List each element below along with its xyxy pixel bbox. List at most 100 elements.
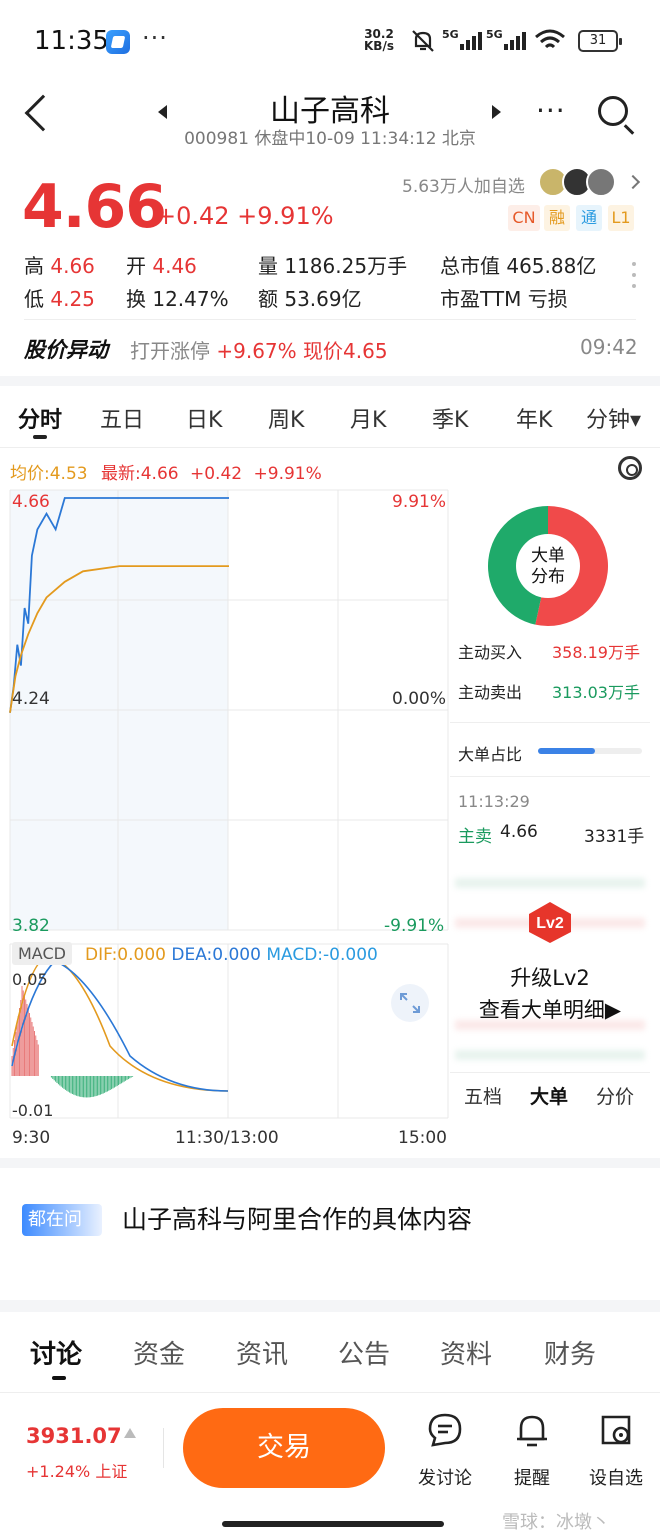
y-tick-right-mid: 0.00% (392, 689, 447, 709)
prev-stock-icon[interactable] (158, 105, 167, 119)
legend-pct: +9.91% (253, 464, 322, 484)
signal-1-icon: 5G (442, 28, 482, 50)
chat-icon (428, 1413, 462, 1447)
tab-big-order[interactable]: 大单 (529, 1086, 568, 1108)
abnormal-title: 股价异动 (24, 338, 108, 362)
stat-label: 开 (126, 254, 146, 278)
bell-icon (517, 1415, 547, 1447)
x-tick-close: 15:00 (398, 1128, 447, 1148)
macd-label[interactable]: MACD (12, 942, 72, 965)
tab-quarterly[interactable]: 季K (432, 408, 469, 433)
expand-icon[interactable] (390, 983, 430, 1023)
search-icon[interactable] (598, 96, 628, 126)
chart-grid (9, 489, 449, 1119)
buy-label: 主动买入 (458, 643, 523, 662)
intraday-chart[interactable] (0, 486, 660, 1151)
index-up-icon (124, 1428, 136, 1438)
stat-low: 低 4.25 (24, 283, 95, 312)
upgrade-line-1: 升级Lv2 (510, 966, 590, 990)
stat-pe: 市盈TTM 亏损 (440, 283, 568, 312)
tab-5day[interactable]: 五日 (100, 408, 145, 433)
stock-header: 山子高科 000981 休盘中10-09 11:34:12 北京 ··· (0, 82, 660, 152)
trade-button[interactable]: 交易 (183, 1408, 385, 1488)
tab-news[interactable]: 资讯 (236, 1340, 289, 1370)
index-change: +1.24% 上证 (26, 1462, 128, 1481)
y-tick-right-top: 9.91% (392, 492, 447, 512)
watchlist-settings-button[interactable]: 设自选 (581, 1412, 651, 1490)
app-notification-icon (106, 30, 130, 54)
more-stats-icon[interactable] (632, 262, 636, 295)
next-stock-icon[interactable] (492, 105, 501, 119)
upgrade-line-2: 查看大单明细▶ (478, 998, 622, 1022)
divider (0, 447, 660, 448)
mute-bell-icon (412, 30, 434, 52)
y-tick-right-bottom: -9.91% (384, 916, 445, 936)
post-discussion-button[interactable]: 发讨论 (410, 1412, 480, 1490)
tab-five-levels[interactable]: 五档 (463, 1086, 502, 1108)
tab-financials[interactable]: 财务 (544, 1340, 597, 1370)
more-menu-icon[interactable]: ··· (536, 94, 566, 127)
tab-yearly[interactable]: 年K (516, 408, 553, 433)
stat-label: 额 (258, 287, 278, 311)
signal-2-type: 5G (486, 28, 503, 41)
question-text[interactable]: 山子高科与阿里合作的具体内容 (122, 1205, 473, 1234)
tab-minute[interactable]: 分钟▾ (586, 408, 642, 433)
macd-dif: DIF:0.000 (85, 945, 166, 965)
stat-market-cap: 总市值 465.88亿 (440, 250, 596, 279)
divider (24, 319, 636, 320)
signal-2-icon: 5G (486, 28, 526, 50)
battery-icon: 31 (578, 30, 622, 52)
tab-announcements[interactable]: 公告 (338, 1340, 391, 1370)
tag-margin: 融 (544, 205, 570, 231)
tab-daily[interactable]: 日K (186, 408, 223, 433)
tab-monthly[interactable]: 月K (350, 408, 387, 433)
lv2-badge-icon: Lv2 (529, 902, 571, 943)
index-value[interactable]: 3931.07 (26, 1424, 122, 1448)
trade-price: 4.66 (500, 822, 538, 842)
follower-avatars[interactable] (538, 167, 618, 197)
chart-settings-icon[interactable] (618, 456, 642, 480)
stock-code-status: 000981 休盘中10-09 11:34:12 北京 (184, 129, 476, 149)
alert-button[interactable]: 提醒 (497, 1412, 567, 1490)
tab-intraday[interactable]: 分时 (18, 408, 63, 433)
pie-center-label: 大单 分布 (520, 546, 576, 588)
tag-l1: L1 (608, 205, 634, 231)
tab-funds[interactable]: 资金 (133, 1340, 186, 1370)
series-line-1 (9, 565, 229, 713)
y-tick-left-mid: 4.24 (12, 689, 50, 709)
legend-latest: 最新:4.66 (101, 464, 179, 484)
section-gap (0, 1158, 660, 1168)
tab-discussion[interactable]: 讨论 (30, 1340, 83, 1370)
abnormal-mid: 现价 (303, 339, 344, 363)
abnormal-price: 4.65 (343, 339, 388, 363)
stat-amount: 额 53.69亿 (258, 283, 362, 312)
legend-change: +0.42 (190, 464, 243, 484)
upgrade-lv2[interactable]: 升级Lv2 查看大单明细▶ (450, 962, 650, 1026)
macd-tick-top: 0.05 (12, 970, 48, 989)
trade-side: 主卖 (458, 827, 492, 847)
macd-legend: DIF:0.000 DEA:0.000 MACD:-0.000 (85, 945, 378, 965)
abnormal-text[interactable]: 打开涨停 +9.67% 现价4.65 (130, 335, 388, 364)
tab-weekly[interactable]: 周K (268, 408, 305, 433)
tab-indicator (52, 1376, 66, 1380)
y-tick-left-bottom: 3.82 (12, 916, 50, 936)
macd-tick-bottom: -0.01 (12, 1101, 54, 1120)
stat-label: 高 (24, 254, 44, 278)
home-indicator[interactable] (222, 1521, 444, 1527)
pie-label-2: 分布 (531, 567, 565, 587)
chart-lines (9, 497, 229, 713)
tab-profile[interactable]: 资料 (440, 1340, 493, 1370)
chevron-right-icon[interactable] (625, 174, 641, 190)
stat-value: 4.25 (50, 287, 95, 311)
watermark: 雪球：冰墩丶 (502, 1512, 610, 1533)
ratio-label: 大单占比 (458, 745, 523, 764)
sell-value: 313.03万手 (552, 683, 640, 702)
trade-volume: 3331手 (584, 827, 645, 847)
legend-avg: 均价:4.53 (10, 464, 88, 484)
big-order-pie[interactable] (488, 506, 608, 626)
ratio-bar-fill (538, 748, 596, 754)
tab-price-distribution[interactable]: 分价 (595, 1086, 634, 1108)
abnormal-prefix: 打开涨停 (130, 339, 210, 363)
alert-label: 提醒 (514, 1468, 550, 1489)
follower-count[interactable]: 5.63万人加自选 (402, 177, 525, 197)
